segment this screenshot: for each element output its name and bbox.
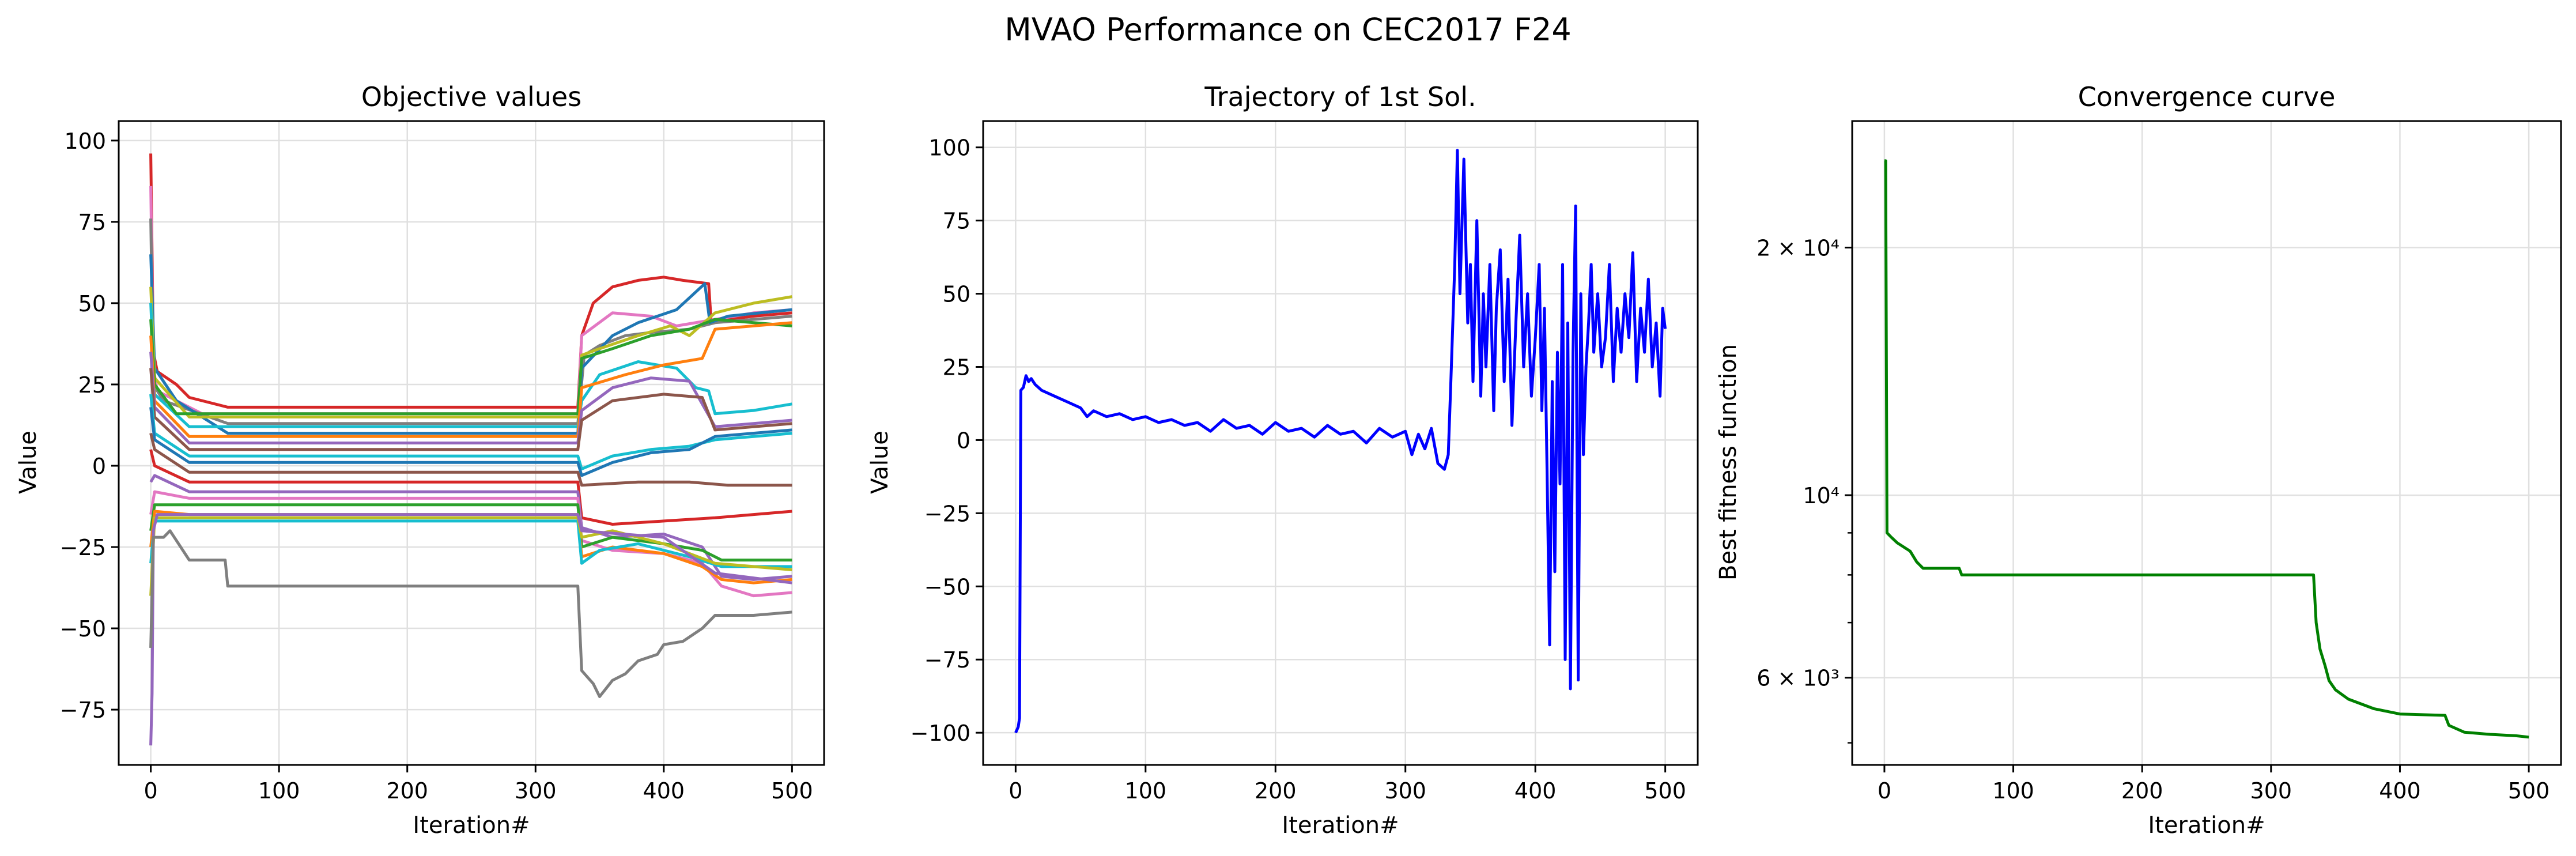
y-tick-label: 25 xyxy=(78,372,106,398)
x-tick-label: 300 xyxy=(2250,778,2292,804)
x-tick-label: 400 xyxy=(2379,778,2421,804)
axes-frame xyxy=(1851,120,2562,766)
y-axis-label: Best fitness function xyxy=(1715,344,1742,580)
y-tick-label: 75 xyxy=(943,209,970,234)
series-line xyxy=(1014,149,1667,734)
y-tick-label: −75 xyxy=(924,647,970,673)
x-tick-label: 400 xyxy=(643,778,685,804)
series-line xyxy=(149,407,792,477)
y-tick-label: −50 xyxy=(60,616,106,642)
y-axis-label: Value xyxy=(867,431,893,494)
series-line xyxy=(149,286,792,418)
series-line xyxy=(149,490,792,598)
x-tick-label: 100 xyxy=(1125,778,1167,804)
series-line xyxy=(149,519,792,568)
series-line xyxy=(149,303,792,428)
series-line xyxy=(149,318,792,416)
axes-frame xyxy=(982,120,1699,766)
panel-objective-values: Objective values Iteration# Value 0 100 20… xyxy=(15,81,825,839)
x-tick-label: 500 xyxy=(771,778,813,804)
y-axis-label: Value xyxy=(15,431,41,494)
series-group xyxy=(149,153,792,746)
y-tick-label: −50 xyxy=(924,574,970,599)
x-tick-label: 100 xyxy=(1992,778,2034,804)
x-tick-label: 100 xyxy=(258,778,300,804)
x-tick-label: 0 xyxy=(144,778,158,804)
y-tick-label: 50 xyxy=(78,291,106,316)
series-line xyxy=(149,449,792,526)
plot-area: 0 100 200 300 400 500 −100 −75 −50 −25 0 25 50 75 100 xyxy=(911,120,1699,804)
panel-title: Trajectory of 1st Sol. xyxy=(1204,81,1476,112)
panel-trajectory: Trajectory of 1st Sol. Iteration# Value … xyxy=(867,81,1699,839)
series-line xyxy=(1884,159,2529,739)
x-tick-label: 300 xyxy=(1384,778,1426,804)
y-tick-label: 10⁴ xyxy=(1803,483,1840,508)
series-line xyxy=(149,433,792,487)
panel-title: Objective values xyxy=(361,81,581,112)
x-axis-label: Iteration# xyxy=(2148,812,2265,839)
series-group xyxy=(1884,159,2529,739)
grid xyxy=(1852,121,2561,765)
y-tick-label: −75 xyxy=(60,697,106,723)
x-tick-label: 0 xyxy=(1009,778,1022,804)
panel-title: Convergence curve xyxy=(2078,81,2336,112)
y-tick-label: −25 xyxy=(924,501,970,526)
x-axis-label: Iteration# xyxy=(1282,812,1399,839)
y-tick-label: −25 xyxy=(60,535,106,560)
series-line xyxy=(149,321,792,438)
y-tick-label: 6 × 10³ xyxy=(1757,666,1840,691)
series-group xyxy=(1014,149,1667,734)
x-tick-label: 300 xyxy=(515,778,557,804)
series-line xyxy=(149,352,792,444)
plot-area: 0 100 200 300 400 500 −75 −50 −25 0 25 50 75 100 xyxy=(60,120,825,804)
panel-convergence: Convergence curve Iteration# Best fitnes… xyxy=(1715,81,2562,839)
y-tick-label: −100 xyxy=(911,721,970,746)
x-tick-label: 0 xyxy=(1878,778,1891,804)
x-tick-label: 400 xyxy=(1514,778,1557,804)
y-tick-label: 100 xyxy=(64,129,106,154)
y-tick-label: 25 xyxy=(943,355,970,380)
y-tick-label: 0 xyxy=(92,454,106,479)
y-tick-label: 75 xyxy=(78,210,106,235)
series-line xyxy=(149,529,792,698)
x-tick-label: 200 xyxy=(2121,778,2163,804)
x-axis-label: Iteration# xyxy=(413,812,530,839)
series-line xyxy=(149,394,792,471)
figure-suptitle: MVAO Performance on CEC2017 F24 xyxy=(1004,12,1571,48)
y-tick-label: 50 xyxy=(943,282,970,307)
axes-frame xyxy=(118,120,825,766)
x-tick-label: 200 xyxy=(386,778,428,804)
series-line xyxy=(149,503,792,562)
y-tick-label: 0 xyxy=(957,428,970,453)
y-tick-label: 100 xyxy=(928,135,970,161)
x-tick-label: 200 xyxy=(1255,778,1297,804)
y-tick-label: 2 × 10⁴ xyxy=(1757,235,1840,261)
x-tick-label: 500 xyxy=(1644,778,1686,804)
x-tick-label: 500 xyxy=(2508,778,2550,804)
plot-area: 0 100 200 300 400 500 6 × 10³ 10⁴ 2 × 10⁴ xyxy=(1757,120,2562,804)
series-line xyxy=(149,368,792,451)
series-line xyxy=(149,516,792,596)
